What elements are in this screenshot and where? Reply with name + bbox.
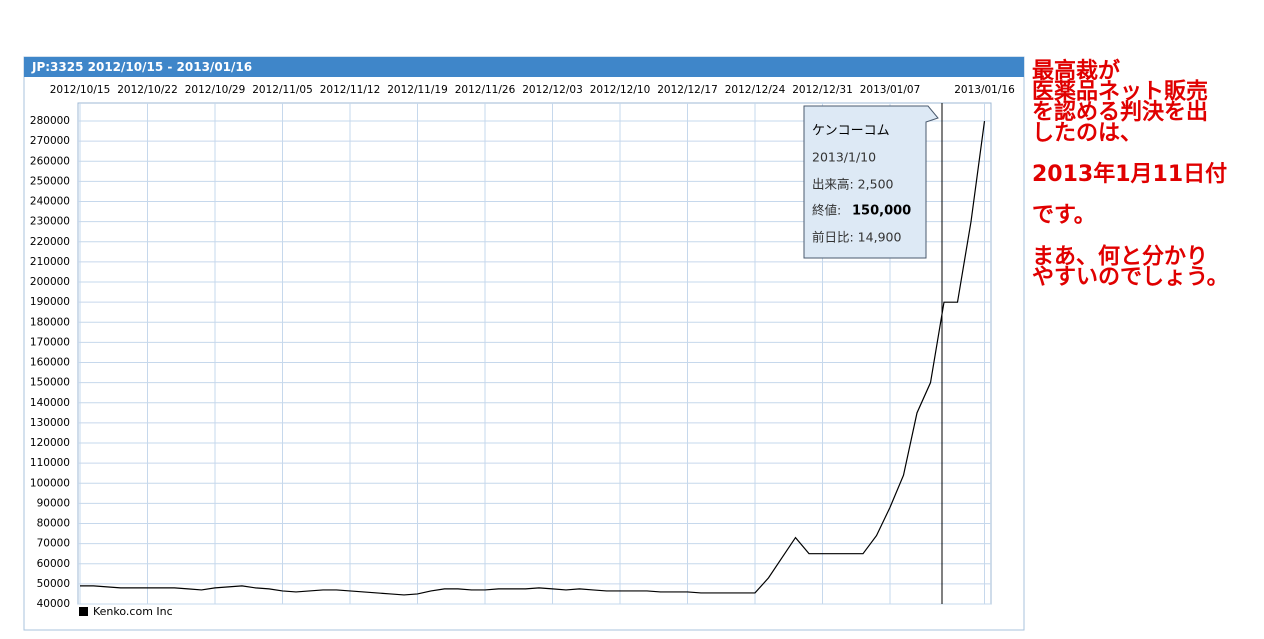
annotation-line: 医薬品ネット販売 bbox=[1032, 79, 1208, 105]
chart-title: JP:3325 2012/10/15 - 2013/01/16 bbox=[31, 60, 252, 74]
y-tick-label: 230000 bbox=[30, 216, 70, 228]
y-tick-label: 270000 bbox=[30, 135, 70, 147]
tooltip-close-label: 終値: bbox=[812, 203, 841, 218]
annotation-line: 最高裁が bbox=[1032, 58, 1120, 84]
x-tick-label: 2012/10/22 bbox=[117, 84, 178, 96]
y-tick-label: 70000 bbox=[37, 538, 70, 550]
tooltip-box bbox=[803, 105, 939, 259]
y-tick-label: 40000 bbox=[37, 598, 70, 610]
y-tick-label: 190000 bbox=[30, 296, 70, 308]
y-tick-label: 240000 bbox=[30, 196, 70, 208]
tooltip-close: 150,000 bbox=[852, 204, 911, 219]
x-tick-label: 2013/01/16 bbox=[954, 84, 1015, 96]
annotation-line: まあ、何と分かり bbox=[1032, 243, 1208, 269]
y-tick-label: 170000 bbox=[30, 336, 70, 348]
y-tick-label: 220000 bbox=[30, 236, 70, 248]
y-tick-label: 280000 bbox=[30, 115, 70, 127]
tooltip-volume: 出来高: 2,500 bbox=[812, 177, 894, 192]
y-tick-label: 50000 bbox=[37, 578, 70, 590]
y-tick-label: 180000 bbox=[30, 316, 70, 328]
x-tick-label: 2012/12/31 bbox=[792, 84, 853, 96]
annotation-line: です。 bbox=[1032, 203, 1096, 228]
y-tick-label: 120000 bbox=[30, 437, 70, 449]
tooltip-name: ケンコーコム bbox=[812, 124, 890, 139]
annotation-line: 2013年1月11日付 bbox=[1032, 161, 1227, 187]
x-tick-label: 2012/11/12 bbox=[320, 84, 381, 96]
x-tick-label: 2013/01/07 bbox=[860, 84, 921, 96]
x-tick-label: 2012/11/05 bbox=[252, 84, 313, 96]
tooltip-change: 前日比: 14,900 bbox=[812, 230, 901, 245]
y-tick-label: 210000 bbox=[30, 256, 70, 268]
y-tick-label: 90000 bbox=[37, 497, 70, 509]
x-tick-label: 2012/10/15 bbox=[50, 84, 111, 96]
x-tick-label: 2012/11/19 bbox=[387, 84, 448, 96]
y-tick-label: 160000 bbox=[30, 357, 70, 369]
legend-swatch bbox=[79, 607, 88, 616]
header-bar bbox=[24, 57, 1024, 77]
tooltip-date: 2013/1/10 bbox=[812, 150, 876, 165]
x-tick-label: 2012/10/29 bbox=[185, 84, 246, 96]
y-tick-label: 80000 bbox=[37, 518, 70, 530]
x-tick-label: 2012/12/24 bbox=[725, 84, 786, 96]
x-tick-label: 2012/11/26 bbox=[455, 84, 516, 96]
y-tick-label: 130000 bbox=[30, 417, 70, 429]
price-line bbox=[80, 120, 986, 596]
annotation-line: やすいのでしょう。 bbox=[1032, 265, 1229, 290]
annotation-line: したのは、 bbox=[1032, 121, 1142, 146]
y-tick-label: 110000 bbox=[30, 457, 70, 469]
legend-label: Kenko.com Inc bbox=[93, 605, 173, 618]
y-tick-label: 250000 bbox=[30, 175, 70, 187]
y-tick-label: 140000 bbox=[30, 397, 70, 409]
annotation-line: を認める判決を出 bbox=[1032, 99, 1208, 125]
x-tick-label: 2012/12/03 bbox=[522, 84, 583, 96]
y-tick-label: 260000 bbox=[30, 155, 70, 167]
x-tick-label: 2012/12/17 bbox=[657, 84, 718, 96]
y-tick-label: 150000 bbox=[30, 377, 70, 389]
x-tick-label: 2012/12/10 bbox=[590, 84, 651, 96]
y-tick-label: 200000 bbox=[30, 276, 70, 288]
y-tick-label: 100000 bbox=[30, 477, 70, 489]
y-tick-label: 60000 bbox=[37, 558, 70, 570]
